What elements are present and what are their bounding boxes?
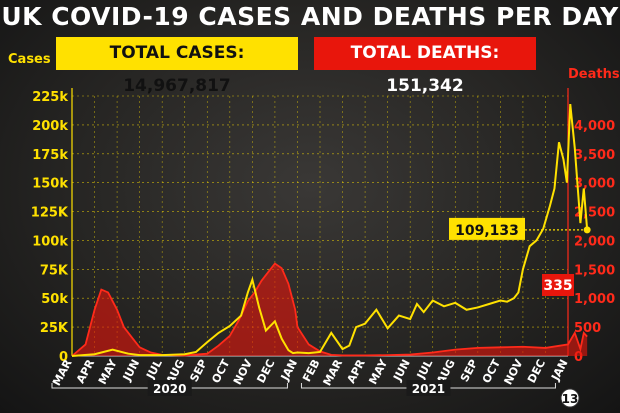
y-right-tick-label: 3,500 [574,148,615,163]
year-2021-label: 2021 [412,382,445,396]
year-2021-label-bg [406,380,451,396]
x-month-label: OCT [480,357,503,386]
y-axis-left-title: Cases [8,52,51,67]
y-left-tick-label: 100k [32,234,68,249]
cases-annotation-box [449,217,525,240]
end-date-badge [560,388,580,408]
deaths-annotation-text: 335 [543,278,572,294]
x-month-label: APR [74,357,97,386]
year-2020-label-bg [147,380,192,396]
y-axis-right-title: Deaths [568,67,620,82]
x-month-label: MAR [50,357,75,388]
end-date-label: 13 [562,392,579,406]
cases-annotation-text: 109,133 [455,223,519,239]
x-month-label: JAN [548,357,570,383]
y-left-tick-label: 0 [59,350,68,365]
y-left-tick-label: 125K [31,206,69,221]
y-left-tick-label: 225k [32,90,68,105]
y-left-tick-label: 200k [32,119,68,134]
x-month-label: JUL [143,357,164,382]
chart-title: UK COVID-19 CASES AND DEATHS PER DAY [1,2,619,31]
y-right-tick-label: 0 [574,350,583,365]
y-left-tick-label: 50k [41,292,68,307]
x-month-label: JUN [120,357,142,384]
x-month-label: DEC [254,357,277,385]
x-month-label: MAR [321,357,346,388]
x-month-label: JUL [414,357,435,382]
y-right-tick-label: 1,000 [574,292,615,307]
y-right-tick-label: 2,000 [574,234,615,249]
cases-line [71,103,589,357]
year-2020-label: 2020 [153,382,186,396]
x-month-label: DEC [525,357,548,385]
deaths-annotation-box [542,274,574,296]
y-right-tick-label: 500 [574,321,601,336]
deaths-area [72,263,588,356]
y-right-tick-label: 1,500 [574,263,615,278]
y-right-tick-label: 3,000 [574,177,615,192]
x-month-label: SEP [458,357,481,384]
deaths-line [71,262,588,357]
total-deaths-box: TOTAL DEATHS: 151,342 [314,37,536,96]
y-left-tick-label: 25K [40,321,69,336]
x-month-label: OCT [209,357,232,386]
x-month-label: JUN [390,357,412,384]
x-month-label: NOV [502,357,526,387]
y-left-tick-label: 75K [40,263,69,278]
x-month-label: FEB [300,357,322,384]
y-left-tick-label: 150k [32,177,68,192]
y-right-tick-label: 2,500 [574,206,615,221]
total-cases-box: TOTAL CASES: 14,967,817 [56,37,298,96]
x-month-label: NOV [231,357,255,387]
x-month-label: APR [345,357,368,386]
x-month-label: MAY [96,356,120,386]
y-left-tick-label: 175k [32,148,68,163]
y-right-tick-label: 4,000 [574,119,615,134]
x-month-label: MAY [366,356,390,386]
x-month-label: JAN [278,357,300,383]
cases-latest-point [583,226,591,234]
